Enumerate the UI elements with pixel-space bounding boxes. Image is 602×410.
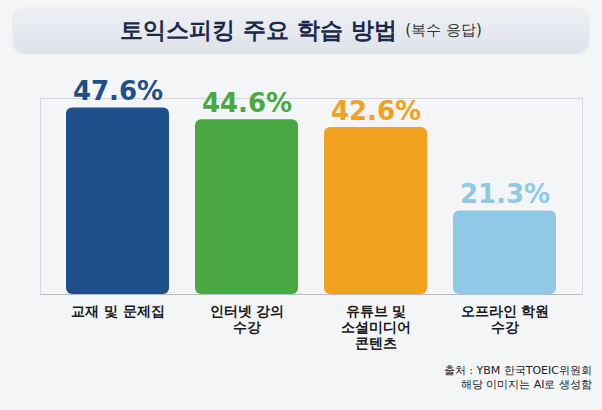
svg-text:교재 및 문제집: 교재 및 문제집: [71, 303, 165, 319]
svg-text:44.6%: 44.6%: [202, 88, 292, 118]
svg-text:인터넷 강의수강: 인터넷 강의수강: [210, 303, 285, 335]
svg-text:21.3%: 21.3%: [460, 179, 550, 209]
svg-text:47.6%: 47.6%: [73, 76, 163, 106]
svg-text:오프라인 학원수강: 오프라인 학원수강: [461, 303, 550, 335]
svg-text:유튜브 및소셜미디어콘텐츠: 유튜브 및소셜미디어콘텐츠: [341, 303, 411, 351]
svg-text:42.6%: 42.6%: [331, 96, 421, 126]
html-text:출처 : YBM 한국TOEIC위원회: 출처 : YBM 한국TOEIC위원회: [443, 364, 592, 377]
html-text:토익스피킹 주요 학습 방법 (복수 응답): 토익스피킹 주요 학습 방법 (복수 응답): [120, 16, 482, 43]
html-text:해당 이미지는 AI로 생성함: 해당 이미지는 AI로 생성함: [460, 378, 592, 391]
